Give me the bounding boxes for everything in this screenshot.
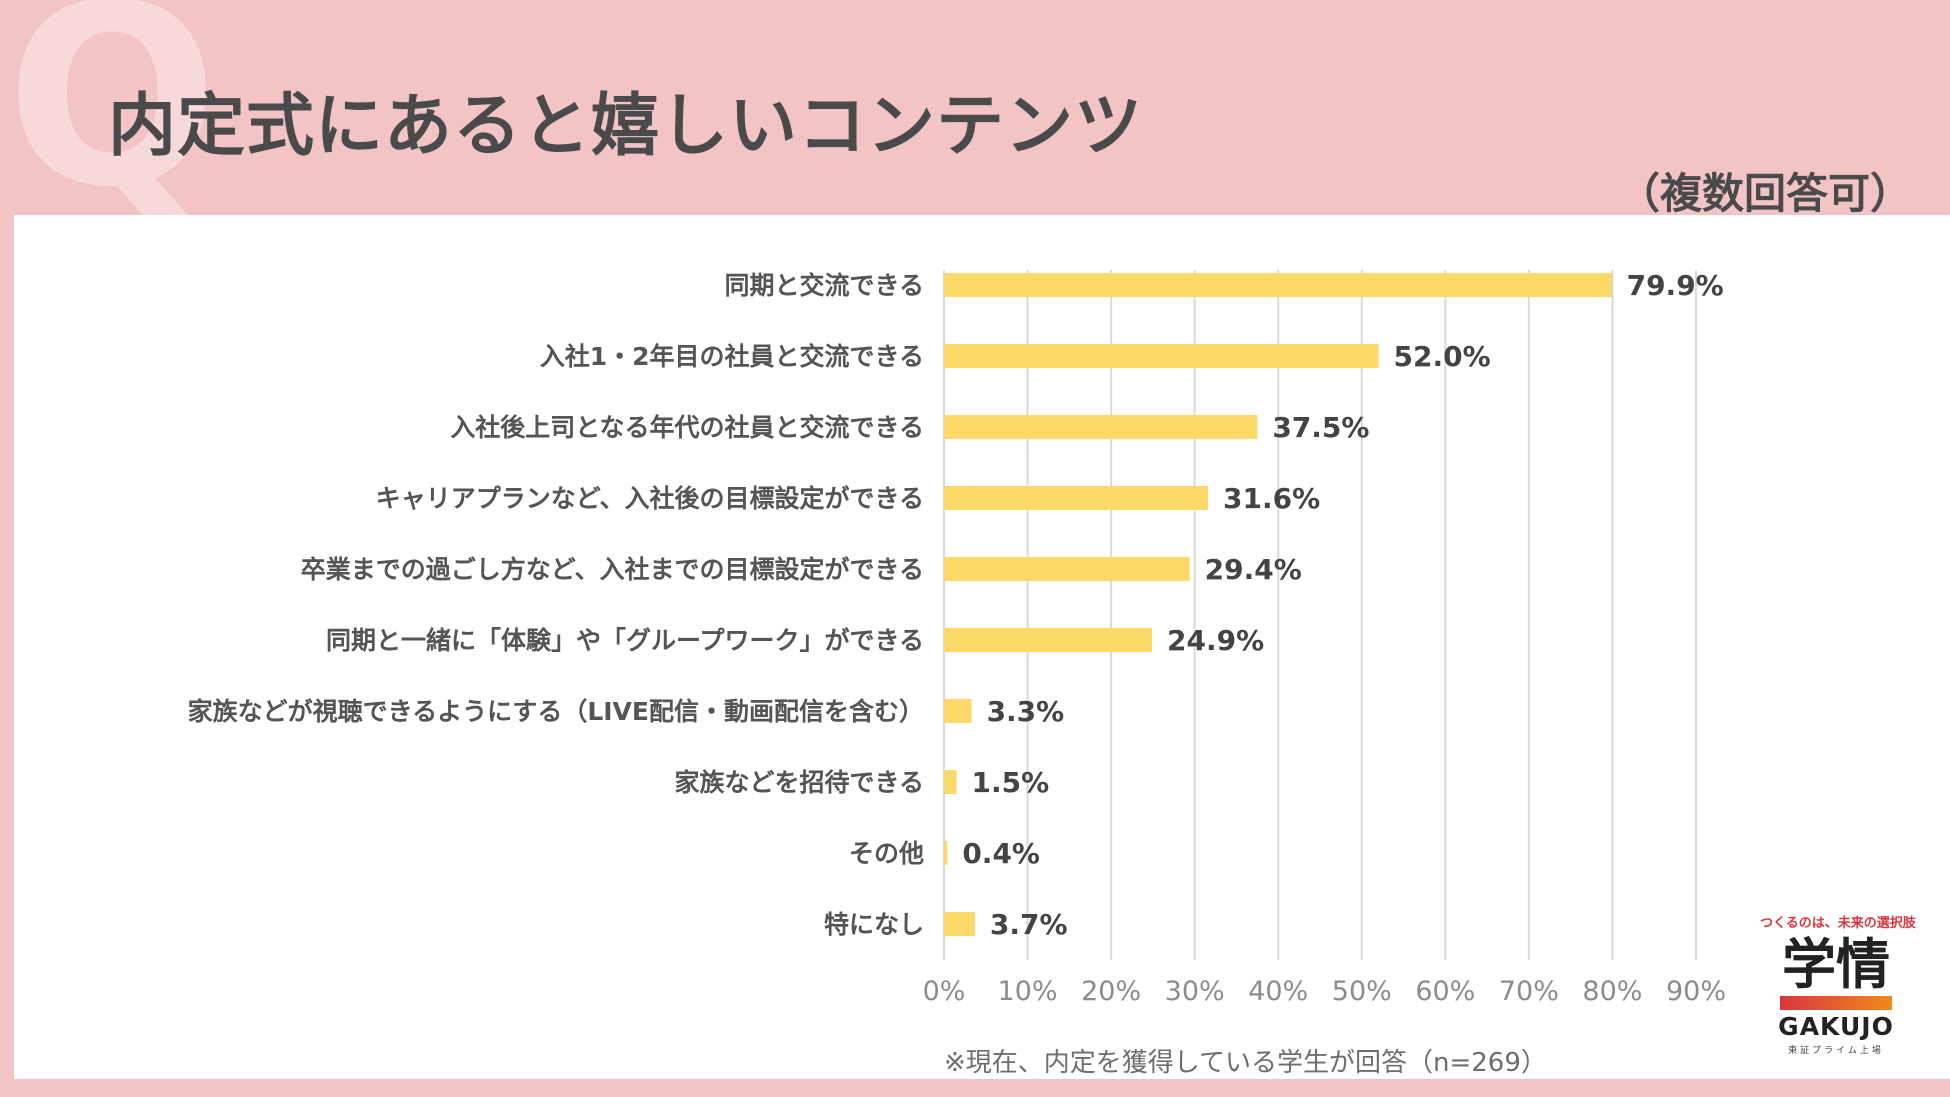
bar (944, 841, 948, 865)
x-tick-label: 60% (1415, 976, 1475, 1007)
bar (944, 557, 1190, 581)
chart-panel: 0% 10% 20% 30% 40% 50% 60% 70% 80% 90% 同期と交流できる 79.… (14, 215, 1950, 1079)
category-label: その他 (849, 839, 924, 868)
x-tick-label: 20% (1081, 976, 1141, 1007)
data-label: 1.5% (972, 766, 1050, 799)
q-mark: Q (6, 0, 219, 242)
logo-english: GAKUJO (1778, 1012, 1894, 1042)
data-label: 52.0% (1393, 340, 1490, 373)
data-label: 79.9% (1627, 269, 1724, 302)
bar (944, 486, 1209, 510)
category-label: 卒業までの過ごし方など、入社までの目標設定ができる (301, 555, 924, 584)
x-tick-label: 80% (1582, 976, 1642, 1007)
category-label: 入社後上司となる年代の社員と交流できる (450, 413, 924, 442)
x-tick-label: 10% (998, 976, 1058, 1007)
data-label: 3.3% (987, 695, 1065, 728)
category-label: 家族などを招待できる (674, 768, 924, 797)
logo-stripe (1780, 996, 1892, 1011)
x-tick-label: 0% (923, 976, 966, 1007)
category-label: 特になし (824, 910, 924, 939)
gakujo-logo: つくるのは、未来の選択肢 学情 GAKUJO 東証プライム上場 (1760, 912, 1916, 1064)
bar (944, 273, 1612, 297)
logo-kanji: 学情 (1782, 933, 1890, 996)
bar (944, 770, 957, 794)
bar-chart: 0% 10% 20% 30% 40% 50% 60% 70% 80% 90% 同期と交流できる 79.… (188, 269, 1726, 1007)
page-title: 内定式にあると嬉しいコンテンツ (108, 87, 1144, 166)
category-label: 同期と交流できる (724, 271, 924, 300)
data-label: 0.4% (962, 837, 1040, 870)
bar (944, 628, 1153, 652)
x-tick-label: 40% (1248, 976, 1308, 1007)
x-tick-label: 70% (1499, 976, 1559, 1007)
category-label: 入社1・2年目の社員と交流できる (540, 342, 924, 371)
x-tick-label: 50% (1332, 976, 1392, 1007)
data-label: 31.6% (1223, 482, 1320, 515)
data-label: 37.5% (1272, 411, 1369, 444)
category-label: キャリアプランなど、入社後の目標設定ができる (376, 484, 924, 513)
bar (944, 699, 972, 723)
bar (944, 912, 975, 936)
sample-note: ※現在、内定を獲得している学生が回答（n=269） (944, 1048, 1547, 1078)
category-label: 同期と一緒に「体験」や「グループワーク」ができる (326, 626, 924, 655)
page-subtitle: （複数回答可） (1617, 169, 1912, 218)
data-label: 24.9% (1167, 624, 1264, 657)
data-label: 3.7% (990, 908, 1068, 941)
data-label: 29.4% (1205, 553, 1302, 586)
bar (944, 415, 1258, 439)
logo-sub: 東証プライム上場 (1788, 1046, 1884, 1057)
x-tick-label: 90% (1666, 976, 1726, 1007)
x-tick-label: 30% (1165, 976, 1225, 1007)
category-label: 家族などが視聴できるようにする（LIVE配信・動画配信を含む） (188, 697, 924, 726)
logo-tagline: つくるのは、未来の選択肢 (1760, 916, 1916, 931)
bar (944, 344, 1379, 368)
